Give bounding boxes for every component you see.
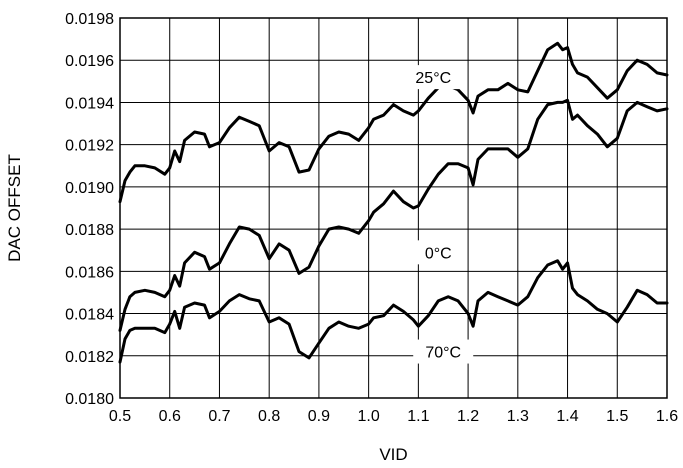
y-tick-label: 0.0184 bbox=[65, 307, 114, 324]
x-tick-label: 1.3 bbox=[507, 408, 529, 425]
plot-frame bbox=[119, 17, 668, 399]
x-tick-label: 1.2 bbox=[457, 408, 479, 425]
x-tick-label: 0.8 bbox=[258, 408, 280, 425]
y-tick-label: 0.0196 bbox=[65, 53, 114, 70]
x-tick-label: 0.5 bbox=[109, 408, 131, 425]
x-tick-label: 1.1 bbox=[407, 408, 429, 425]
y-tick-label: 0.0188 bbox=[65, 222, 114, 239]
y-axis-ticks: 0.0180 0.0182 0.0184 0.0186 0.0188 0.0190 0.01… bbox=[65, 11, 114, 408]
y-tick-label: 0.0180 bbox=[65, 391, 114, 408]
x-tick-label: 1.6 bbox=[656, 408, 678, 425]
series-label: 25°C bbox=[415, 70, 451, 87]
y-tick-label: 0.0186 bbox=[65, 264, 114, 281]
series-line-0 bbox=[118, 41, 669, 204]
series-label: 0°C bbox=[425, 245, 452, 262]
series-label-background bbox=[413, 240, 463, 265]
y-tick-label: 0.0192 bbox=[65, 138, 114, 155]
x-tick-label: 1.4 bbox=[556, 408, 578, 425]
x-tick-label: 0.7 bbox=[208, 408, 230, 425]
series-label: 70°C bbox=[425, 345, 461, 362]
y-tick-label: 0.0190 bbox=[65, 180, 114, 197]
series-lines bbox=[118, 41, 669, 364]
series-line-2 bbox=[118, 259, 669, 364]
series-line-1 bbox=[118, 98, 669, 332]
y-axis-title: DAC OFFSET bbox=[5, 154, 24, 262]
x-tick-label: 0.6 bbox=[159, 408, 181, 425]
y-tick-label: 0.0198 bbox=[65, 11, 114, 28]
x-tick-label: 1.5 bbox=[606, 408, 628, 425]
x-tick-label: 0.9 bbox=[308, 408, 330, 425]
x-axis-title: VID bbox=[379, 445, 407, 464]
series-label-background bbox=[413, 339, 474, 364]
series-label-background bbox=[403, 65, 464, 90]
y-tick-label: 0.0182 bbox=[65, 349, 114, 366]
x-axis-ticks: 0.5 0.6 0.7 0.8 0.9 1.0 1.1 1.2 1.3 1.4 1.5 1.6 bbox=[109, 408, 678, 425]
series-labels: 25°C 0°C 70°C bbox=[403, 65, 474, 364]
x-tick-label: 1.0 bbox=[358, 408, 380, 425]
y-tick-label: 0.0194 bbox=[65, 95, 114, 112]
